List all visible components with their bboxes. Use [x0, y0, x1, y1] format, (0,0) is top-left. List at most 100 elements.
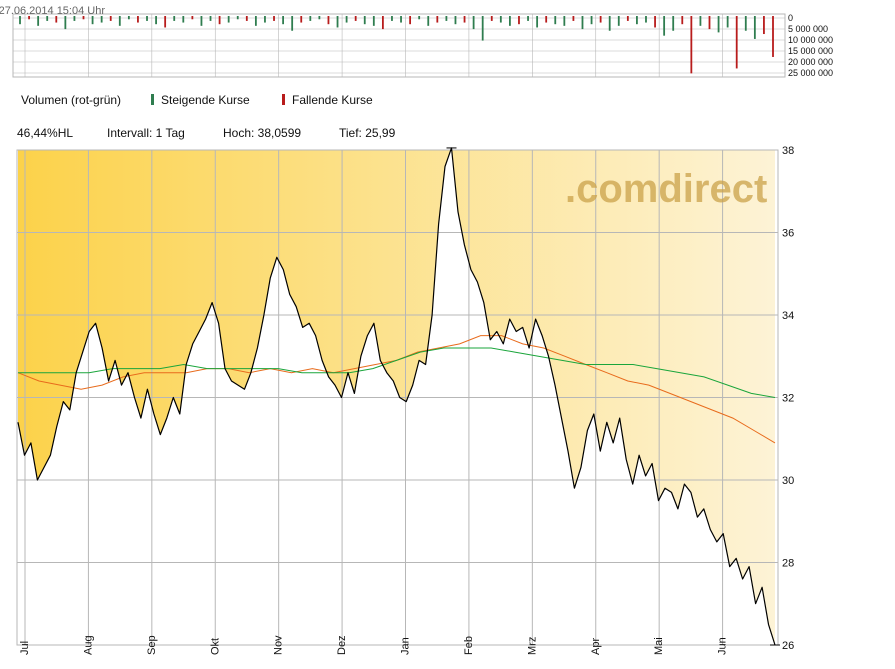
volume-bar [645, 16, 647, 23]
volume-bar [282, 16, 284, 25]
volume-bar [46, 16, 49, 21]
price-y-tick: 26 [782, 640, 794, 652]
volume-bar [73, 16, 76, 21]
volume-tick: 25 000 000 [788, 68, 833, 78]
price-x-tick: Okt [209, 638, 221, 655]
price-x-tick: Aug [82, 635, 94, 655]
volume-bar [463, 16, 466, 23]
volume-bar [681, 16, 684, 25]
price-x-tick: Dez [336, 635, 348, 655]
legend-falling: Fallende Kurse [292, 93, 373, 107]
price-x-tick: Feb [463, 636, 475, 655]
volume-bar [617, 16, 620, 26]
volume-bar [409, 16, 412, 25]
legend-falling-swatch [282, 94, 285, 105]
volume-bar [572, 16, 575, 21]
watermark: .comdirect [565, 167, 767, 211]
volume-bar [427, 16, 430, 26]
volume-bar [182, 16, 185, 23]
volume-bar [744, 16, 747, 31]
price-y-tick: 30 [782, 475, 794, 487]
volume-bar [436, 16, 439, 23]
volume-bar [472, 16, 475, 30]
change-pct: 46,44%HL [17, 126, 73, 140]
price-x-tick: Jul [19, 641, 31, 655]
volume-bar [236, 16, 239, 20]
volume-bar [400, 16, 402, 23]
volume-bar [28, 16, 30, 20]
volume-bar [218, 16, 221, 25]
price-panel: .comdirect 26 28 30 32 34 36 38 Jul Aug Sep Okt No… [16, 145, 794, 655]
volume-bar [109, 16, 112, 21]
volume-bars [19, 16, 774, 74]
volume-bar [753, 16, 756, 39]
volume-bar [663, 16, 666, 36]
volume-bar [273, 16, 275, 21]
volume-bar [445, 16, 448, 21]
volume-bar [545, 16, 548, 23]
volume-bar [336, 16, 339, 28]
volume-bar [527, 16, 529, 21]
volume-bar [227, 16, 230, 23]
volume-bar [118, 16, 121, 26]
volume-bar [300, 16, 303, 23]
price-x-tick: Mrz [526, 637, 538, 655]
volume-bar [309, 16, 312, 21]
volume-bar [19, 16, 21, 25]
volume-bar [372, 16, 375, 26]
volume-bar [672, 16, 675, 31]
volume-bar [82, 16, 85, 20]
volume-bar [245, 16, 248, 21]
volume-tick: 10 000 000 [788, 35, 833, 45]
volume-bar [209, 16, 212, 21]
volume-bar [137, 16, 139, 23]
moving-averages [17, 335, 776, 444]
volume-bar [127, 16, 130, 20]
timestamp: 27.06.2014 15:04 Uhr [0, 5, 105, 17]
volume-bar [381, 16, 384, 30]
volume-bar [772, 16, 774, 57]
volume-bar [536, 16, 539, 28]
volume-bar [554, 16, 557, 25]
volume-bar [699, 16, 702, 26]
legend: Volumen (rot-grün) Steigende Kurse Falle… [21, 93, 373, 107]
volume-bar [264, 16, 266, 23]
price-series [17, 147, 780, 646]
volume-tick: 0 [788, 13, 793, 23]
volume-bar [608, 16, 611, 31]
volume-bar [626, 16, 629, 21]
price-y-tick: 38 [782, 145, 794, 157]
volume-bar [327, 16, 330, 25]
price-y-tick: 32 [782, 393, 794, 405]
volume-bar [454, 16, 457, 25]
volume-bar [590, 16, 593, 25]
legend-rising-swatch [151, 94, 154, 105]
price-y-tick: 34 [782, 310, 794, 322]
volume-bar [735, 16, 738, 69]
volume-bar [64, 16, 67, 30]
volume-bar [726, 16, 729, 28]
legend-rising: Steigende Kurse [161, 93, 250, 107]
volume-tick: 5 000 000 [788, 24, 828, 34]
volume-bar [717, 16, 720, 33]
volume-bar [191, 16, 194, 20]
high-label: Hoch: 38,0599 [223, 126, 301, 140]
volume-bar [200, 16, 203, 26]
price-y-tick: 36 [782, 228, 794, 240]
volume-bar [708, 16, 711, 30]
volume-bar [345, 16, 348, 23]
volume-tick: 20 000 000 [788, 57, 833, 67]
info-line: 46,44%HL Intervall: 1 Tag Hoch: 38,0599 … [17, 126, 396, 140]
volume-bar [37, 16, 40, 26]
volume-bar [318, 16, 321, 20]
volume-bar [418, 16, 421, 20]
volume-bar [354, 16, 357, 21]
price-x-tick-labels: Jul Aug Sep Okt Nov Dez Jan Feb Mrz Apr Mai Jun [19, 635, 729, 655]
price-line [17, 147, 776, 646]
price-y-tick-labels: 26 28 30 32 34 36 38 [782, 145, 794, 652]
volume-bar [481, 16, 484, 41]
